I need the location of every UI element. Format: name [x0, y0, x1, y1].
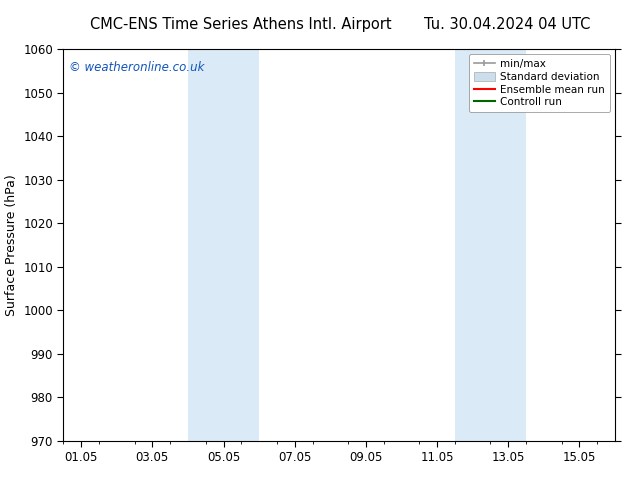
Legend: min/max, Standard deviation, Ensemble mean run, Controll run: min/max, Standard deviation, Ensemble me…: [469, 54, 610, 112]
Text: CMC-ENS Time Series Athens Intl. Airport: CMC-ENS Time Series Athens Intl. Airport: [90, 17, 392, 32]
Text: © weatheronline.co.uk: © weatheronline.co.uk: [69, 61, 204, 74]
Bar: [455, 49, 526, 441]
Text: Tu. 30.04.2024 04 UTC: Tu. 30.04.2024 04 UTC: [424, 17, 590, 32]
Y-axis label: Surface Pressure (hPa): Surface Pressure (hPa): [4, 174, 18, 316]
Bar: [188, 49, 259, 441]
